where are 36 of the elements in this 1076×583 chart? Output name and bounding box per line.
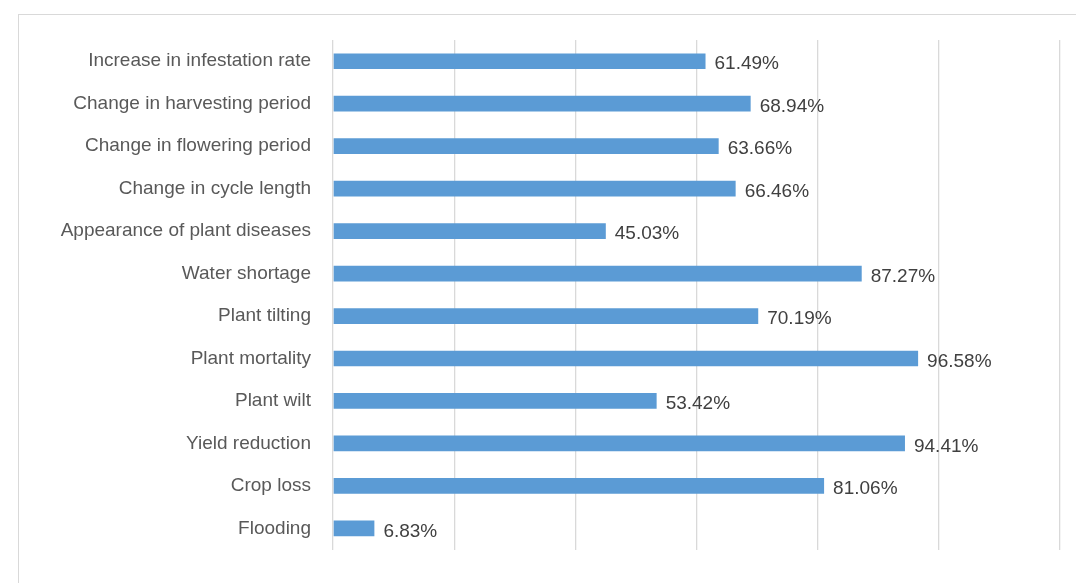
data-label: 94.41% xyxy=(913,434,979,456)
data-label: 53.42% xyxy=(665,392,731,414)
bar xyxy=(333,478,825,494)
data-label: 81.06% xyxy=(833,477,898,499)
y-tick-label: Water shortage xyxy=(181,261,311,283)
bar xyxy=(333,138,719,155)
y-tick-label: Change in flowering period xyxy=(84,134,311,156)
bar xyxy=(333,393,657,409)
y-tick-label: Plant wilt xyxy=(234,389,312,411)
y-tick-label: Plant tilting xyxy=(218,304,311,326)
bar xyxy=(333,265,862,282)
bar xyxy=(333,308,759,324)
data-label: 68.94% xyxy=(759,94,825,116)
bar xyxy=(333,350,919,367)
bar xyxy=(333,180,736,197)
y-tick-label: Appearance of plant diseases xyxy=(60,219,311,241)
y-tick-label: Flooding xyxy=(238,516,311,538)
y-tick-label: Yield reduction xyxy=(186,431,311,453)
data-label: 87.27% xyxy=(870,264,936,286)
y-tick-label: Crop loss xyxy=(230,474,311,496)
data-label: 45.03% xyxy=(614,222,680,244)
y-tick-label: Plant mortality xyxy=(190,346,312,368)
data-label: 61.49% xyxy=(714,52,780,74)
bar xyxy=(333,435,905,452)
data-label: 63.66% xyxy=(727,137,793,159)
y-tick-label: Change in harvesting period xyxy=(73,91,311,113)
y-tick-label: Change in cycle length xyxy=(118,176,311,198)
data-label: 96.58% xyxy=(927,349,992,371)
bar xyxy=(333,520,375,537)
data-label: 66.46% xyxy=(744,179,810,201)
bar xyxy=(333,95,751,112)
data-label: 70.19% xyxy=(767,307,832,329)
y-tick-label: Increase in infestation rate xyxy=(88,49,311,71)
bar xyxy=(333,223,606,239)
bar xyxy=(333,53,706,70)
data-label: 6.83% xyxy=(383,519,438,541)
